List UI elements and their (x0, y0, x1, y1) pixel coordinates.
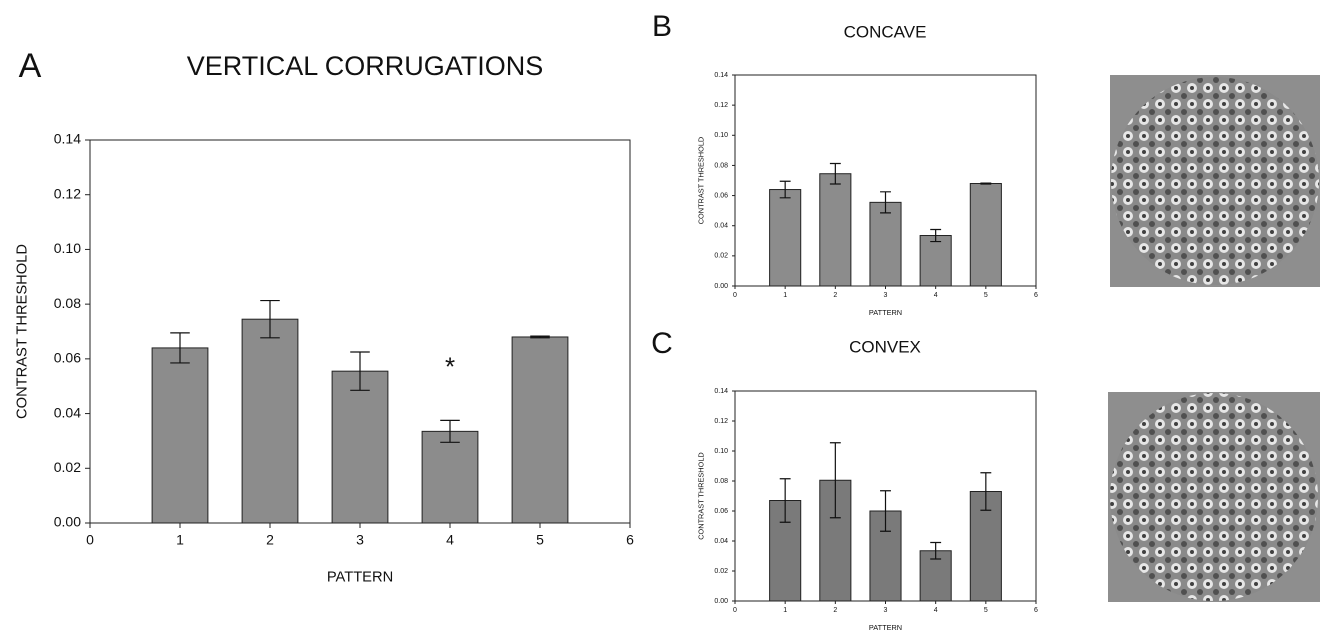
x-tick-label: 1 (783, 607, 787, 614)
x-tick-label: 2 (266, 531, 274, 547)
y-tick-label: 0.06 (714, 192, 728, 199)
y-tick-label: 0.10 (714, 448, 728, 455)
x-tick-label: 0 (733, 607, 737, 614)
concave-stimulus (1110, 75, 1320, 287)
y-tick-label: 0.08 (714, 162, 728, 169)
error-bar (980, 472, 992, 511)
error-bar (260, 299, 280, 339)
x-axis-label: PATTERN (869, 623, 902, 632)
bar (331, 370, 389, 524)
chart-title: CONVEX (849, 337, 921, 356)
y-tick-label: 0.02 (714, 253, 728, 260)
x-tick-label: 3 (884, 607, 888, 614)
x-tick-label: 3 (356, 531, 364, 547)
y-tick-label: 0.06 (54, 350, 81, 366)
y-tick-label: 0.12 (714, 418, 728, 425)
x-tick-label: 0 (86, 531, 94, 547)
x-tick-label: 1 (783, 292, 787, 299)
y-tick-label: 0.12 (54, 185, 81, 201)
chart-title: CONCAVE (844, 22, 927, 41)
error-bar (170, 332, 190, 364)
x-tick-label: 4 (934, 292, 938, 299)
bar (869, 201, 902, 287)
error-bar (530, 335, 550, 339)
y-tick-label: 0.14 (54, 131, 81, 147)
error-bar (880, 490, 891, 532)
error-bar (930, 541, 942, 560)
y-tick-label: 0.12 (714, 102, 728, 109)
y-axis-label: CONTRAST THRESHOLD (15, 244, 31, 419)
error-bar (779, 180, 791, 199)
x-tick-label: 5 (536, 531, 544, 547)
x-tick-label: 4 (446, 531, 454, 547)
y-axis-label: CONTRAST THRESHOLD (696, 137, 705, 224)
y-tick-label: 0.02 (54, 459, 81, 475)
bar (421, 430, 479, 524)
bar (151, 347, 209, 524)
error-bar (930, 228, 942, 243)
annotation: * (445, 351, 455, 381)
error-bar (980, 182, 992, 185)
x-tick-label: 6 (1034, 292, 1038, 299)
bar (819, 173, 852, 287)
convex-stimulus (1108, 392, 1320, 602)
bar (919, 235, 952, 287)
y-tick-label: 0.06 (714, 508, 728, 515)
y-tick-label: 0.14 (714, 388, 728, 395)
y-tick-label: 0.02 (714, 568, 728, 575)
y-tick-label: 0.08 (714, 478, 728, 485)
x-tick-label: 5 (984, 292, 988, 299)
y-tick-label: 0.04 (714, 223, 728, 230)
y-tick-label: 0.00 (54, 514, 81, 530)
x-tick-label: 6 (1034, 607, 1038, 614)
x-tick-label: 4 (934, 607, 938, 614)
x-tick-label: 1 (176, 531, 184, 547)
error-bar (779, 478, 791, 523)
error-bar (829, 442, 841, 519)
x-tick-label: 2 (833, 292, 837, 299)
bar (511, 336, 569, 524)
x-tick-label: 5 (984, 607, 988, 614)
panel-label: B (652, 10, 672, 43)
error-bar (880, 191, 891, 214)
x-tick-label: 3 (884, 292, 888, 299)
y-tick-label: 0.08 (54, 295, 81, 311)
error-bar (440, 419, 460, 443)
x-tick-label: 0 (733, 292, 737, 299)
y-tick-label: 0.00 (714, 598, 728, 605)
panel-label: A (19, 47, 42, 85)
y-tick-label: 0.14 (714, 72, 728, 79)
y-tick-label: 0.00 (714, 283, 728, 290)
y-tick-label: 0.04 (714, 538, 728, 545)
x-tick-label: 6 (626, 531, 634, 547)
chart-title: VERTICAL CORRUGATIONS (187, 51, 544, 81)
x-axis-label: PATTERN (869, 308, 902, 317)
bar (241, 318, 299, 524)
bar (769, 189, 802, 287)
panel-label: C (651, 327, 673, 360)
y-tick-label: 0.04 (54, 404, 81, 420)
x-axis-label: PATTERN (327, 569, 393, 585)
y-tick-label: 0.10 (714, 132, 728, 139)
bar (969, 183, 1002, 287)
x-tick-label: 2 (833, 607, 837, 614)
y-tick-label: 0.10 (54, 240, 81, 256)
error-bar (829, 162, 841, 185)
y-axis-label: CONTRAST THRESHOLD (696, 452, 705, 539)
error-bar (350, 351, 370, 391)
